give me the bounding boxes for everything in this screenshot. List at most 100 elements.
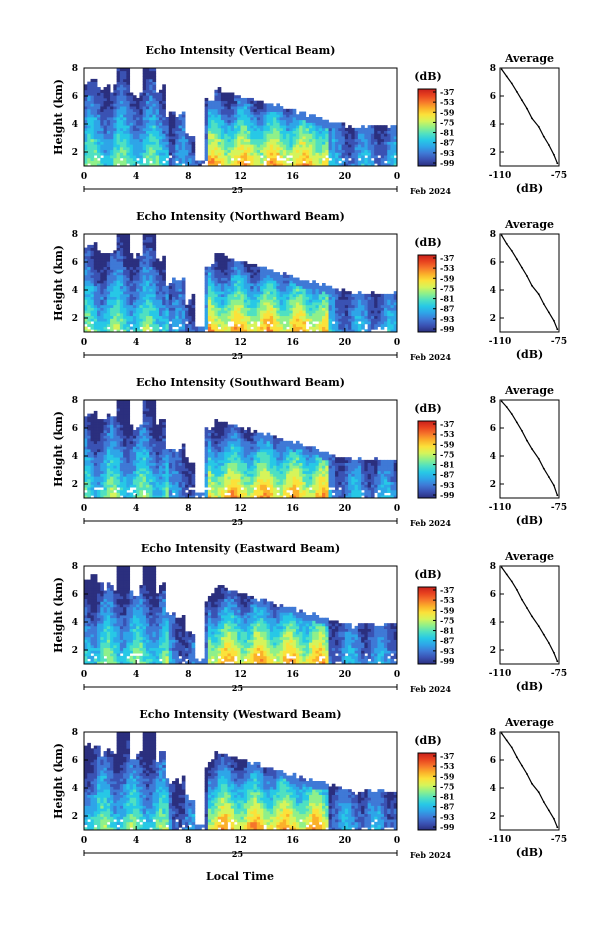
heatmap-cell: [90, 144, 95, 148]
heatmap-cell: [331, 318, 336, 322]
heatmap-cell: [97, 310, 101, 314]
heatmap-cell: [119, 141, 124, 145]
heatmap-cell: [220, 125, 225, 129]
heatmap-cell: [84, 141, 88, 145]
heatmap-cell: [224, 307, 228, 311]
heatmap-cell: [139, 146, 144, 151]
heatmap-cell: [126, 283, 131, 287]
heatmap-cell: [106, 299, 111, 303]
heatmap-cell: [165, 122, 170, 126]
heatmap-cell: [113, 269, 118, 273]
heatmap-cell: [253, 296, 258, 300]
heatmap-cell: [178, 125, 183, 129]
heatmap-cell: [341, 318, 346, 322]
heatmap-cell: [93, 117, 98, 121]
heatmap-cell: [250, 146, 254, 151]
heatmap-cell: [155, 329, 160, 333]
heatmap-cell: [100, 446, 104, 450]
heatmap-cell: [116, 492, 121, 496]
heatmap-cell: [224, 293, 228, 298]
heatmap-cell: [87, 459, 91, 464]
heatmap-cell: [87, 146, 91, 151]
heatmap-cell: [152, 446, 157, 450]
heatmap-cell: [269, 277, 274, 281]
heatmap-cell: [132, 312, 137, 317]
heatmap-cell: [380, 152, 385, 156]
heatmap-cell: [139, 97, 144, 102]
heatmap-cell: [237, 299, 241, 303]
heatmap-cell: [119, 451, 124, 455]
heatmap-cell: [305, 288, 310, 292]
heatmap-cell: [126, 97, 131, 102]
heatmap-cell: [325, 133, 329, 137]
heatmap-cell: [266, 125, 271, 129]
heatmap-cell: [364, 318, 369, 322]
heatmap-cell: [325, 285, 329, 289]
heatmap-cell: [168, 136, 173, 140]
heatmap-cell: [341, 329, 346, 333]
heatmap-cell: [370, 318, 375, 322]
heatmap-cell: [233, 307, 238, 311]
heatmap-cell: [240, 136, 245, 140]
heatmap-cell: [230, 280, 235, 284]
heatmap-cell: [207, 108, 212, 112]
heatmap-cell: [295, 114, 300, 118]
heatmap-cell: [123, 89, 127, 93]
heatmap-cell: [276, 329, 281, 333]
heatmap-cell: [305, 155, 310, 159]
heatmap-cell: [207, 269, 212, 273]
heatmap-cell: [279, 304, 284, 308]
heatmap-cell: [220, 144, 225, 148]
heatmap-cell: [162, 274, 166, 278]
heatmap-cell: [289, 149, 294, 153]
heatmap-cell: [132, 144, 137, 148]
heatmap-cell: [93, 440, 98, 444]
heatmap-cell: [263, 277, 267, 281]
heatmap-cell: [129, 321, 134, 325]
heatmap-cell: [282, 288, 287, 292]
heatmap-cell: [175, 163, 179, 167]
heatmap-cell: [103, 446, 108, 450]
heatmap-cell: [139, 440, 144, 444]
heatmap-cell: [393, 310, 398, 314]
heatmap-cell: [341, 307, 346, 311]
heatmap-cell: [106, 152, 111, 156]
heatmap-cell: [145, 117, 150, 121]
heatmap-cell: [191, 312, 196, 317]
heatmap-cell: [227, 261, 232, 265]
heatmap-cell: [217, 296, 222, 300]
heatmap-cell: [299, 127, 303, 132]
heatmap-cell: [129, 146, 134, 151]
heatmap-cell: [145, 451, 150, 455]
heatmap-cell: [93, 410, 98, 415]
heatmap-cell: [315, 130, 320, 134]
heatmap-cell: [237, 125, 241, 129]
heatmap-cell: [289, 329, 294, 333]
heatmap-cell: [253, 274, 258, 278]
heatmap-cell: [227, 117, 232, 121]
heatmap-cell: [214, 122, 219, 126]
heatmap-cell: [175, 117, 179, 121]
heatmap-cell: [299, 293, 303, 298]
heatmap-cell: [260, 149, 264, 153]
heatmap-cell: [292, 283, 297, 287]
heatmap-cell: [312, 326, 316, 330]
heatmap-cell: [263, 312, 267, 317]
heatmap-cell: [211, 310, 215, 314]
heatmap-cell: [240, 312, 245, 317]
heatmap-cell: [390, 321, 395, 325]
heatmap-cell: [142, 473, 147, 477]
heatmap-cell: [230, 144, 235, 148]
heatmap-cell: [250, 315, 254, 319]
heatmap-cell: [266, 288, 271, 292]
heatmap-cell: [263, 108, 267, 112]
average-profile-point: [515, 258, 518, 261]
heatmap-cell: [273, 299, 277, 303]
heatmap-cell: [325, 310, 329, 314]
heatmap-cell: [149, 419, 153, 423]
heatmap-cell: [328, 146, 333, 151]
heatmap-cell: [305, 119, 310, 123]
heatmap-cell: [123, 302, 127, 306]
heatmap-cell: [377, 296, 382, 300]
heatmap-cell: [116, 236, 121, 240]
